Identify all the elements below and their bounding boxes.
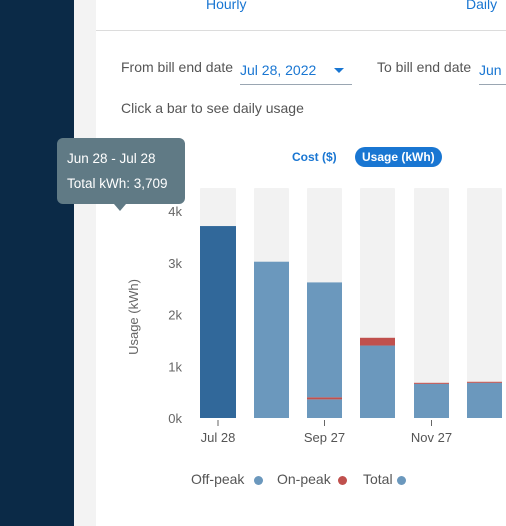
y-axis-title: Usage (kWh): [126, 279, 141, 355]
bar-off-peak: [467, 382, 502, 418]
side-navigation: [0, 0, 74, 526]
view-tabs: Hourly Daily: [96, 0, 506, 31]
chart-hint: Click a bar to see daily usage: [121, 100, 304, 116]
legend-total-dot: [397, 476, 406, 485]
y-tick-label: 1k: [168, 359, 182, 374]
bar-on-peak: [467, 381, 502, 383]
bar-background-track: [414, 188, 449, 418]
bar-on-peak: [414, 382, 449, 384]
bar-on-peak: [360, 337, 395, 346]
x-tick-label: Sep 27: [304, 430, 345, 445]
bar-background-track: [467, 188, 502, 418]
bar-off-peak: [200, 226, 236, 418]
legend-off-peak-label: Off-peak: [191, 471, 245, 487]
bar-total: [307, 282, 342, 398]
from-date-dropdown[interactable]: Jul 28, 2022: [240, 59, 352, 85]
tab-hourly[interactable]: Hourly: [206, 0, 247, 12]
bar-off-peak: [254, 261, 289, 418]
y-tick-label: 3k: [168, 256, 182, 271]
y-tick-label: 0k: [168, 411, 182, 426]
y-tick-label: 2k: [168, 308, 182, 323]
x-tick-label: Jul 28: [201, 430, 236, 445]
to-date-dropdown[interactable]: Jun 2: [479, 59, 506, 85]
legend-total-label: Total: [363, 471, 393, 487]
legend-off-peak-dot: [254, 476, 263, 485]
tooltip-total: Total kWh: 3,709: [67, 176, 168, 191]
tooltip-pointer: [114, 204, 126, 211]
bar-tooltip: Jun 28 - Jul 28 Total kWh: 3,709: [57, 138, 185, 211]
bar-on-peak: [307, 397, 342, 400]
cost-toggle[interactable]: Cost ($): [292, 150, 337, 164]
to-date-value: Jun 2: [479, 62, 506, 78]
to-date-label: To bill end date: [377, 59, 472, 75]
caret-down-icon: [334, 68, 344, 73]
y-tick-label: 4k: [168, 204, 182, 219]
tab-daily[interactable]: Daily: [466, 0, 498, 12]
legend-on-peak-label: On-peak: [277, 471, 331, 487]
bar-off-peak: [307, 399, 342, 418]
tooltip-period: Jun 28 - Jul 28: [67, 151, 156, 166]
from-date-label: From bill end date: [121, 59, 234, 75]
bar-off-peak: [360, 345, 395, 418]
x-tick-label: Nov 27: [411, 430, 452, 445]
legend-on-peak-dot: [338, 476, 347, 485]
bar-off-peak: [414, 383, 449, 418]
usage-toggle[interactable]: Usage (kWh): [355, 147, 442, 167]
from-date-value: Jul 28, 2022: [240, 62, 317, 78]
